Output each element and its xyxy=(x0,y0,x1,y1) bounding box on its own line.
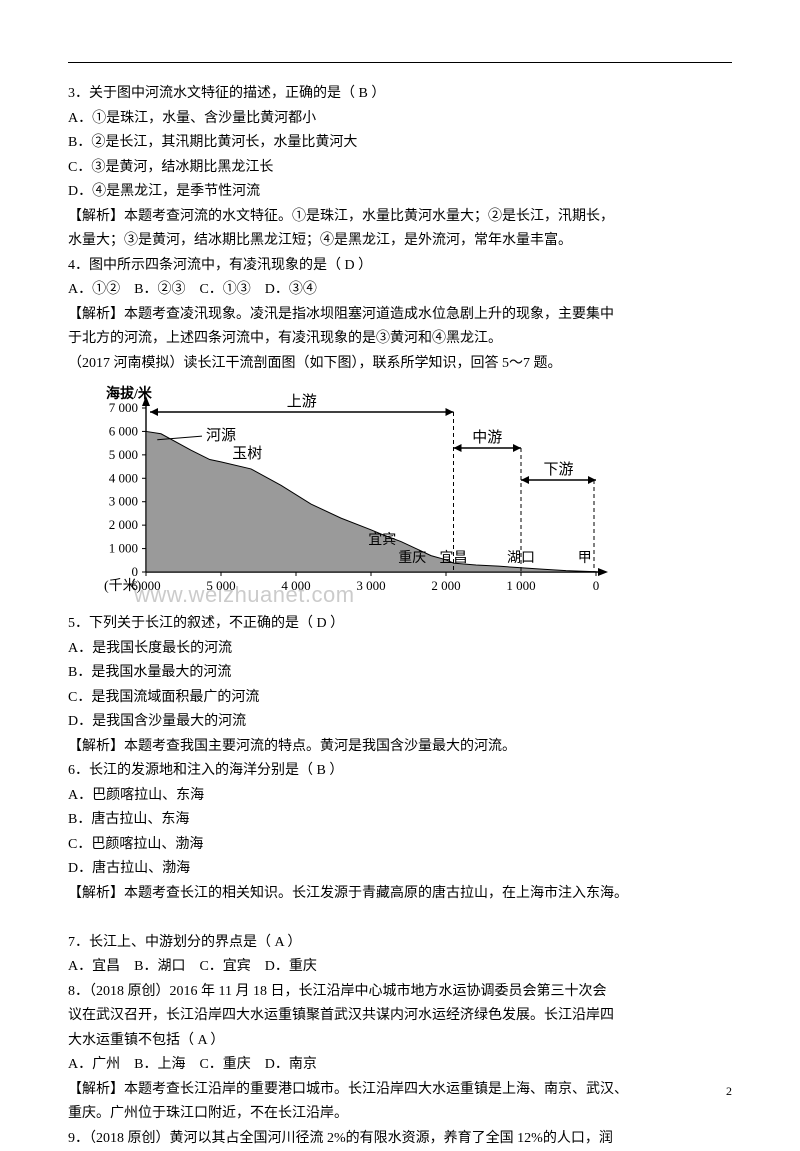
q3-explain-2: 水量大；③是黄河，结冰期比黑龙江短；④是黑龙江，是外流河，常年水量丰富。 xyxy=(68,229,732,254)
q6-stem: 6．长江的发源地和注入的海洋分别是（ B ） xyxy=(68,759,732,784)
q8-l2: 议在武汉召开，长江沿岸四大水运重镇聚首武汉共谋内河水运经济绿色发展。长江沿岸四 xyxy=(68,1004,732,1029)
svg-text:下游: 下游 xyxy=(543,461,573,478)
q6-opt-b: B．唐古拉山、东海 xyxy=(68,808,732,833)
top-rule xyxy=(68,62,732,63)
svg-text:2 000: 2 000 xyxy=(431,578,460,593)
q6-opt-c: C．巴颜喀拉山、渤海 xyxy=(68,833,732,858)
svg-text:0: 0 xyxy=(593,578,600,593)
river-profile-chart: 01 0002 0003 0004 0005 0006 0007 0006 00… xyxy=(76,380,616,610)
q9-l1: 9．（2018 原创）黄河以其占全国河川径流 2%的有限水资源，养育了全国 12… xyxy=(68,1127,732,1151)
q8-explain-1: 【解析】本题考查长江沿岸的重要港口城市。长江沿岸四大水运重镇是上海、南京、武汉、 xyxy=(68,1078,732,1103)
chart-svg: 01 0002 0003 0004 0005 0006 0007 0006 00… xyxy=(76,380,616,610)
q7-opts: A．宜昌 B．湖口 C．宜宾 D．重庆 xyxy=(68,955,732,980)
q5-stem: 5．下列关于长江的叙述，不正确的是（ D ） xyxy=(68,612,732,637)
svg-text:4 000: 4 000 xyxy=(109,470,138,485)
svg-text:河源: 河源 xyxy=(206,427,236,444)
svg-text:5 000: 5 000 xyxy=(206,578,235,593)
svg-text:6 000: 6 000 xyxy=(109,423,138,438)
svg-text:(千米): (千米) xyxy=(104,578,142,594)
q8-explain-2: 重庆。广州位于珠江口附近，不在长江沿岸。 xyxy=(68,1102,732,1127)
svg-text:7 000: 7 000 xyxy=(109,400,138,415)
svg-text:宜宾: 宜宾 xyxy=(368,532,396,548)
q8-l3: 大水运重镇不包括（ A ） xyxy=(68,1029,732,1054)
q7-stem: 7．长江上、中游划分的界点是（ A ） xyxy=(68,931,732,956)
svg-text:甲: 甲 xyxy=(578,551,592,566)
q3-opt-c: C．③是黄河，结冰期比黑龙江长 xyxy=(68,156,732,181)
q6-opt-d: D．唐古拉山、渤海 xyxy=(68,857,732,882)
q3-opt-a: A．①是珠江，水量、含沙量比黄河都小 xyxy=(68,107,732,132)
q5-opt-d: D．是我国含沙量最大的河流 xyxy=(68,710,732,735)
q4-explain-2: 于北方的河流，上述四条河流中，有凌汛现象的是③黄河和④黑龙江。 xyxy=(68,327,732,352)
q5-opt-b: B．是我国水量最大的河流 xyxy=(68,661,732,686)
page-number: 2 xyxy=(726,1081,732,1102)
q5-explain: 【解析】本题考查我国主要河流的特点。黄河是我国含沙量最大的河流。 xyxy=(68,735,732,760)
q5-opt-a: A．是我国长度最长的河流 xyxy=(68,637,732,662)
document-body: 3．关于图中河流水文特征的描述，正确的是（ B ） A．①是珠江，水量、含沙量比… xyxy=(68,82,732,1151)
q4-opts: A．①② B．②③ C．①③ D．③④ xyxy=(68,278,732,303)
q4-stem: 4．图中所示四条河流中，有凌汛现象的是（ D ） xyxy=(68,254,732,279)
q3-opt-b: B．②是长江，其汛期比黄河长，水量比黄河大 xyxy=(68,131,732,156)
intro-5-7: （2017 河南模拟）读长江干流剖面图（如下图），联系所学知识，回答 5～7 题… xyxy=(68,352,732,377)
blank-line xyxy=(68,906,732,931)
svg-text:宜昌: 宜昌 xyxy=(440,550,468,566)
svg-text:海拔/米: 海拔/米 xyxy=(106,385,153,402)
svg-text:重庆: 重庆 xyxy=(398,550,426,566)
svg-text:中游: 中游 xyxy=(472,429,502,446)
q5-opt-c: C．是我国流域面积最广的河流 xyxy=(68,686,732,711)
q6-opt-a: A．巴颜喀拉山、东海 xyxy=(68,784,732,809)
svg-text:3 000: 3 000 xyxy=(109,494,138,509)
svg-text:上游: 上游 xyxy=(287,393,317,410)
q3-explain-1: 【解析】本题考查河流的水文特征。①是珠江，水量比黄河水量大；②是长江，汛期长， xyxy=(68,205,732,230)
q4-explain-1: 【解析】本题考查凌汛现象。凌汛是指冰坝阻塞河道造成水位急剧上升的现象，主要集中 xyxy=(68,303,732,328)
svg-text:玉树: 玉树 xyxy=(232,445,262,462)
svg-text:1 000: 1 000 xyxy=(506,578,535,593)
q8-opts: A．广州 B．上海 C．重庆 D．南京 xyxy=(68,1053,732,1078)
svg-text:4 000: 4 000 xyxy=(281,578,310,593)
svg-text:2 000: 2 000 xyxy=(109,517,138,532)
q8-l1: 8．（2018 原创）2016 年 11 月 18 日，长江沿岸中心城市地方水运… xyxy=(68,980,732,1005)
q6-explain: 【解析】本题考查长江的相关知识。长江发源于青藏高原的唐古拉山，在上海市注入东海。 xyxy=(68,882,732,907)
svg-text:湖口: 湖口 xyxy=(507,550,535,566)
q3-opt-d: D．④是黑龙江，是季节性河流 xyxy=(68,180,732,205)
q3-stem: 3．关于图中河流水文特征的描述，正确的是（ B ） xyxy=(68,82,732,107)
svg-text:3 000: 3 000 xyxy=(356,578,385,593)
svg-text:0: 0 xyxy=(132,564,139,579)
svg-text:5 000: 5 000 xyxy=(109,447,138,462)
svg-text:1 000: 1 000 xyxy=(109,541,138,556)
